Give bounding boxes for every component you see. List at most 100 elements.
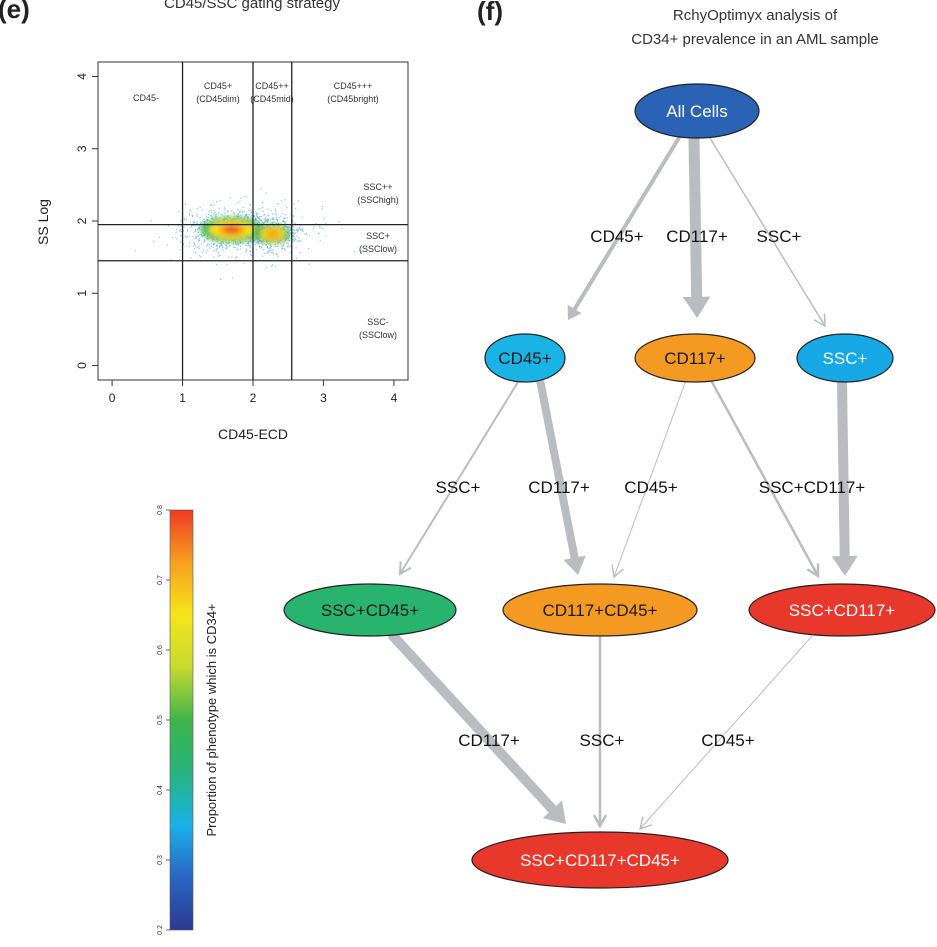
density-point [297, 229, 299, 232]
density-point [271, 218, 273, 220]
node-label: SSC+CD117+CD45+ [520, 851, 680, 870]
density-point [214, 216, 217, 218]
node-cd117-cd45: CD117+CD45+ [502, 583, 698, 637]
density-point [271, 251, 273, 254]
density-point [188, 214, 191, 216]
density-point [263, 243, 265, 245]
density-point [268, 248, 270, 250]
density-point [218, 254, 220, 256]
density-point [198, 226, 200, 229]
density-point [300, 240, 302, 242]
y-tick-label: 4 [75, 73, 89, 80]
density-point [231, 277, 234, 279]
edge-label-cd45-to-cd117_cd45: CD117+ [528, 478, 590, 497]
density-point [213, 256, 215, 258]
density-point [257, 241, 259, 243]
density-point [238, 243, 240, 245]
density-point [312, 227, 314, 230]
density-point [223, 209, 225, 211]
edge-label-ssc_cd117-to-ssc_cd117_cd45: CD45+ [701, 731, 754, 750]
density-point [224, 212, 226, 214]
density-point [205, 215, 208, 217]
density-point [286, 245, 288, 247]
density-point [180, 230, 182, 232]
density-point [299, 240, 301, 242]
colorbar: 0.2 0.3 0.4 0.5 0.6 0.7 0.8 Proportion of phen… [157, 505, 219, 935]
density-point [267, 208, 269, 211]
density-point [286, 242, 288, 244]
density-point [274, 208, 277, 210]
density-point [203, 241, 205, 243]
density-point [247, 209, 250, 212]
density-point [289, 227, 292, 230]
edge-label-cd117-to-ssc_cd117-part: SSC+ [759, 478, 804, 497]
density-point [226, 264, 228, 266]
density-point [274, 265, 277, 267]
density-point [183, 226, 185, 228]
colorbar-ticks: 0.2 0.3 0.4 0.5 0.6 0.7 0.8 [157, 505, 170, 935]
edge-label-ssc-to-ssc_cd117: CD117+ [804, 478, 866, 497]
density-point [179, 241, 182, 244]
density-point [265, 216, 267, 218]
density-point [313, 226, 315, 228]
density-point [189, 209, 191, 211]
density-point [227, 247, 229, 249]
node-shape [796, 333, 894, 383]
density-point [296, 235, 298, 237]
density-point [255, 241, 257, 243]
node-ssc-cd117-cd45: SSC+CD117+CD45+ [471, 831, 729, 889]
density-point [207, 249, 209, 251]
density-point [289, 237, 291, 239]
density-point [207, 216, 209, 219]
density-point [215, 244, 218, 247]
scatter-y-axis-label: SS Log [35, 199, 51, 245]
density-point [275, 213, 278, 216]
density-point [201, 243, 203, 245]
density-point [249, 250, 251, 253]
density-point [260, 188, 262, 190]
density-point [286, 207, 288, 209]
density-point [280, 242, 282, 245]
node-shape [484, 333, 566, 383]
density-point [261, 201, 264, 204]
density-point [231, 209, 233, 212]
density-point [272, 252, 275, 255]
density-point [253, 240, 255, 242]
density-point [293, 240, 296, 242]
density-point [298, 227, 300, 229]
density-point [272, 213, 274, 215]
density-point [249, 253, 252, 256]
density-point [235, 249, 238, 252]
density-point [288, 245, 290, 248]
density-point [207, 213, 209, 216]
density-point [207, 219, 209, 221]
density-point [196, 215, 198, 217]
density-point [236, 215, 238, 217]
density-point [298, 237, 300, 239]
graph-edge-labels: CD45+ CD117+ SSC+SSC+ CD117+ CD45+ SSC+CD117+… [436, 227, 866, 750]
density-point [202, 249, 205, 251]
gate-label-cd45-neg: CD45- [133, 93, 159, 103]
density-point [292, 238, 294, 241]
density-point [257, 243, 259, 245]
density-point [275, 253, 277, 255]
density-point [318, 232, 320, 234]
gate-label-ssc-neg: SSC- [367, 317, 389, 327]
colorbar-label: Proportion of phenotype which is CD34+ [204, 603, 219, 836]
density-point [295, 257, 298, 259]
density-point [199, 255, 201, 257]
density-point [220, 244, 223, 247]
node-shape [634, 83, 760, 139]
density-point [208, 210, 210, 213]
density-point [184, 235, 187, 237]
density-point [280, 215, 282, 217]
density-point [265, 266, 268, 269]
density-point [301, 227, 303, 230]
gate-label-cd45-mid-sub: (CD45mid) [250, 94, 294, 104]
density-point [212, 246, 214, 249]
density-point [179, 235, 182, 237]
density-point [262, 207, 264, 209]
density-point [196, 246, 199, 248]
y-tick-label: 0 [75, 362, 89, 369]
density-point [199, 222, 202, 225]
